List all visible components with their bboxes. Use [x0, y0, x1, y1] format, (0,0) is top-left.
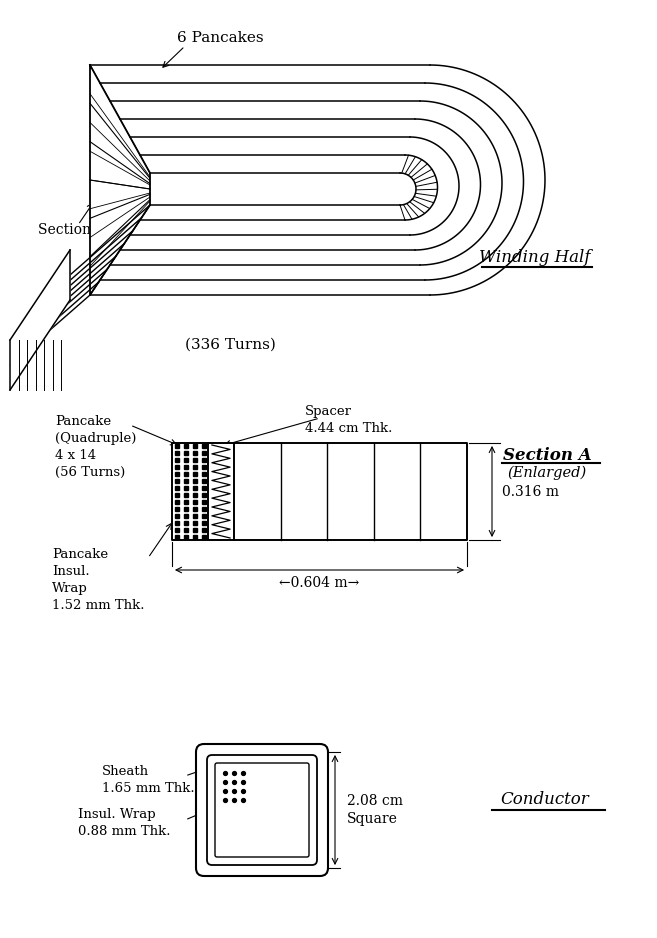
FancyBboxPatch shape — [207, 755, 317, 865]
Polygon shape — [425, 65, 545, 295]
FancyBboxPatch shape — [196, 744, 328, 876]
Polygon shape — [130, 220, 373, 235]
Text: (Enlarged): (Enlarged) — [507, 466, 587, 480]
Polygon shape — [140, 205, 384, 220]
Polygon shape — [100, 265, 338, 280]
Text: 2.08 cm
Square: 2.08 cm Square — [347, 794, 403, 826]
Polygon shape — [10, 250, 70, 390]
Text: Sheath
1.65 mm Thk.: Sheath 1.65 mm Thk. — [102, 765, 194, 795]
Polygon shape — [172, 443, 467, 540]
Polygon shape — [27, 256, 116, 340]
Text: Spacer
4.44 cm Thk.: Spacer 4.44 cm Thk. — [305, 405, 392, 435]
Polygon shape — [120, 235, 361, 250]
Polygon shape — [53, 218, 141, 301]
Polygon shape — [415, 101, 502, 265]
Text: (336 Turns): (336 Turns) — [185, 338, 275, 352]
Polygon shape — [90, 65, 150, 295]
Text: 6 Pancakes: 6 Pancakes — [177, 31, 263, 45]
Polygon shape — [420, 83, 524, 280]
Text: Winding Half: Winding Half — [479, 249, 591, 265]
Text: 0.316 m: 0.316 m — [502, 485, 559, 498]
Polygon shape — [44, 231, 133, 313]
Text: Section A: Section A — [38, 223, 105, 237]
Polygon shape — [410, 119, 480, 250]
Polygon shape — [90, 65, 327, 83]
Polygon shape — [400, 155, 438, 220]
Polygon shape — [100, 83, 338, 101]
Polygon shape — [405, 137, 459, 235]
Polygon shape — [10, 282, 99, 365]
Text: ←0.604 m→: ←0.604 m→ — [279, 576, 359, 590]
FancyBboxPatch shape — [215, 763, 309, 857]
Polygon shape — [120, 119, 361, 137]
Text: Insul. Wrap
0.88 mm Thk.: Insul. Wrap 0.88 mm Thk. — [78, 808, 171, 838]
Polygon shape — [35, 244, 124, 326]
Text: Section A: Section A — [503, 446, 591, 463]
Polygon shape — [61, 205, 150, 288]
Polygon shape — [110, 101, 350, 119]
Text: Conductor: Conductor — [501, 792, 589, 809]
Polygon shape — [90, 280, 327, 295]
Polygon shape — [140, 155, 384, 173]
Text: Pancake
Insul.
Wrap
1.52 mm Thk.: Pancake Insul. Wrap 1.52 mm Thk. — [52, 548, 145, 612]
Text: Pancake
(Quadruple)
4 x 14
(56 Turns): Pancake (Quadruple) 4 x 14 (56 Turns) — [55, 415, 137, 479]
Polygon shape — [130, 137, 373, 155]
Polygon shape — [18, 269, 107, 352]
Polygon shape — [110, 250, 350, 265]
